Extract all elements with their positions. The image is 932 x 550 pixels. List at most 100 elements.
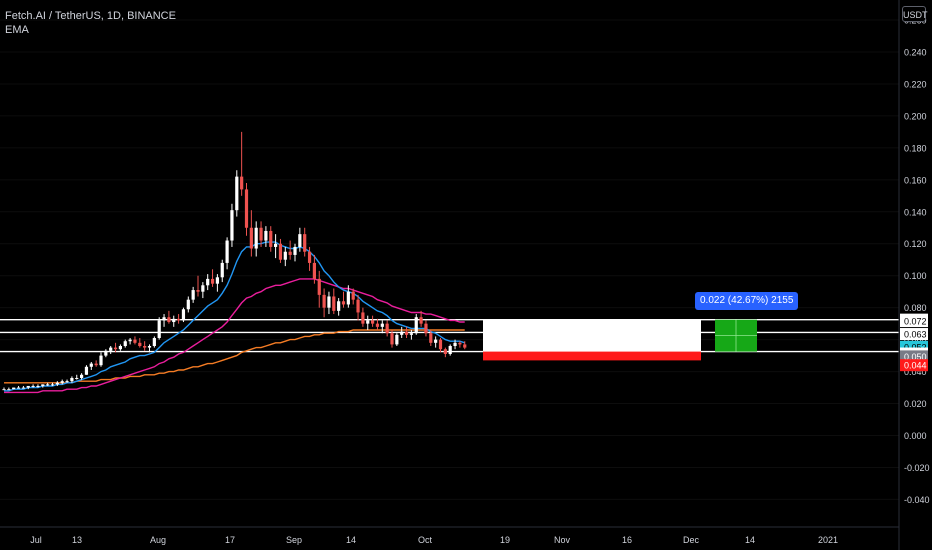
candle (409, 330, 413, 340)
candle (366, 315, 370, 331)
candle (215, 274, 219, 292)
candle (225, 237, 229, 270)
candle (288, 240, 292, 260)
candles (2, 131, 467, 391)
candle-body (181, 309, 186, 321)
candle (191, 286, 195, 303)
candle (463, 341, 467, 350)
candle-body (351, 291, 355, 300)
candle-body (254, 227, 258, 249)
y-tick-label: -0.020 (904, 463, 930, 473)
candle-body (172, 318, 176, 323)
candle (371, 315, 375, 327)
x-tick-label: Dec (683, 535, 700, 545)
candle (118, 344, 122, 351)
candle (385, 320, 389, 337)
candle-body (395, 334, 399, 345)
candle (429, 330, 433, 347)
candle-body (157, 320, 161, 339)
candle-body (162, 317, 166, 321)
candle (94, 360, 98, 367)
currency-button[interactable]: USDT (902, 6, 928, 22)
candle-body (390, 333, 394, 345)
candle (443, 347, 447, 358)
candle-body (143, 346, 147, 348)
candle (414, 314, 418, 335)
candle (220, 259, 224, 283)
candle-body (458, 342, 462, 345)
candle (278, 238, 283, 263)
candle (269, 226, 273, 252)
candle-body (138, 342, 142, 347)
candle-body (12, 387, 16, 390)
candle (395, 333, 399, 347)
candle (80, 373, 84, 380)
chart-legend: Fetch.AI / TetherUS, 1D, BINANCE EMA (5, 9, 176, 37)
candle-body (438, 339, 443, 350)
candle (70, 376, 74, 383)
time-axis: Jul 13 Aug 17 Sep 14 Oct 19 Nov 16 Dec 14 2021 (30, 535, 838, 545)
candle-body (133, 339, 137, 343)
candle (109, 346, 113, 355)
candle-body (346, 291, 350, 305)
candle-body (215, 277, 219, 284)
candle (147, 344, 152, 353)
candle-body (225, 240, 229, 263)
candle (7, 387, 11, 391)
x-tick-label: 17 (225, 535, 235, 545)
candle-body (75, 377, 79, 379)
candle (210, 269, 215, 287)
candle-body (94, 363, 98, 366)
candle (157, 317, 161, 340)
candle-body (341, 301, 346, 305)
candle (196, 275, 200, 297)
candle-body (303, 234, 307, 252)
candle (458, 341, 462, 348)
candle (390, 330, 394, 348)
candle (380, 320, 384, 334)
x-tick-label: 14 (346, 535, 356, 545)
x-tick-label: Aug (150, 535, 166, 545)
candle-body (109, 347, 113, 351)
symbol-title[interactable]: Fetch.AI / TetherUS, 1D, BINANCE (5, 10, 176, 22)
candle (60, 379, 64, 385)
candle (162, 314, 166, 327)
candle-body (274, 243, 278, 247)
candle-body (385, 323, 389, 334)
candle (16, 385, 21, 389)
candle (152, 336, 156, 348)
price-badge-label: 0.044 (904, 361, 927, 371)
candle (303, 227, 307, 257)
candle-body (400, 331, 404, 335)
candle (307, 246, 312, 271)
x-tick-label: Nov (554, 535, 571, 545)
candle (167, 310, 171, 324)
price-badge: 0.063 (900, 328, 928, 341)
candle-body (147, 346, 152, 348)
candle-body (278, 243, 283, 260)
candle-body (327, 296, 331, 308)
candle (177, 314, 181, 324)
stop-zone (483, 351, 701, 361)
price-badge: 0.044 (900, 359, 928, 372)
x-tick-label: 13 (72, 535, 82, 545)
indicator-label[interactable]: EMA (5, 24, 29, 36)
candle-body (167, 317, 171, 323)
candle-body (463, 344, 467, 348)
candle-body (128, 339, 132, 342)
candle-body (322, 294, 326, 308)
candle (138, 338, 142, 348)
candle-body (16, 387, 21, 389)
candle (2, 387, 6, 391)
y-tick-label: 0.200 (904, 111, 927, 121)
candle-body (2, 389, 6, 391)
profit-zone (483, 319, 701, 352)
candle-body (269, 230, 273, 247)
candle-body (118, 346, 122, 350)
candle-body (312, 262, 316, 279)
candle (104, 349, 108, 358)
candle-body (448, 346, 452, 355)
candle (143, 341, 147, 351)
price-badge-label: 0.063 (904, 330, 927, 340)
